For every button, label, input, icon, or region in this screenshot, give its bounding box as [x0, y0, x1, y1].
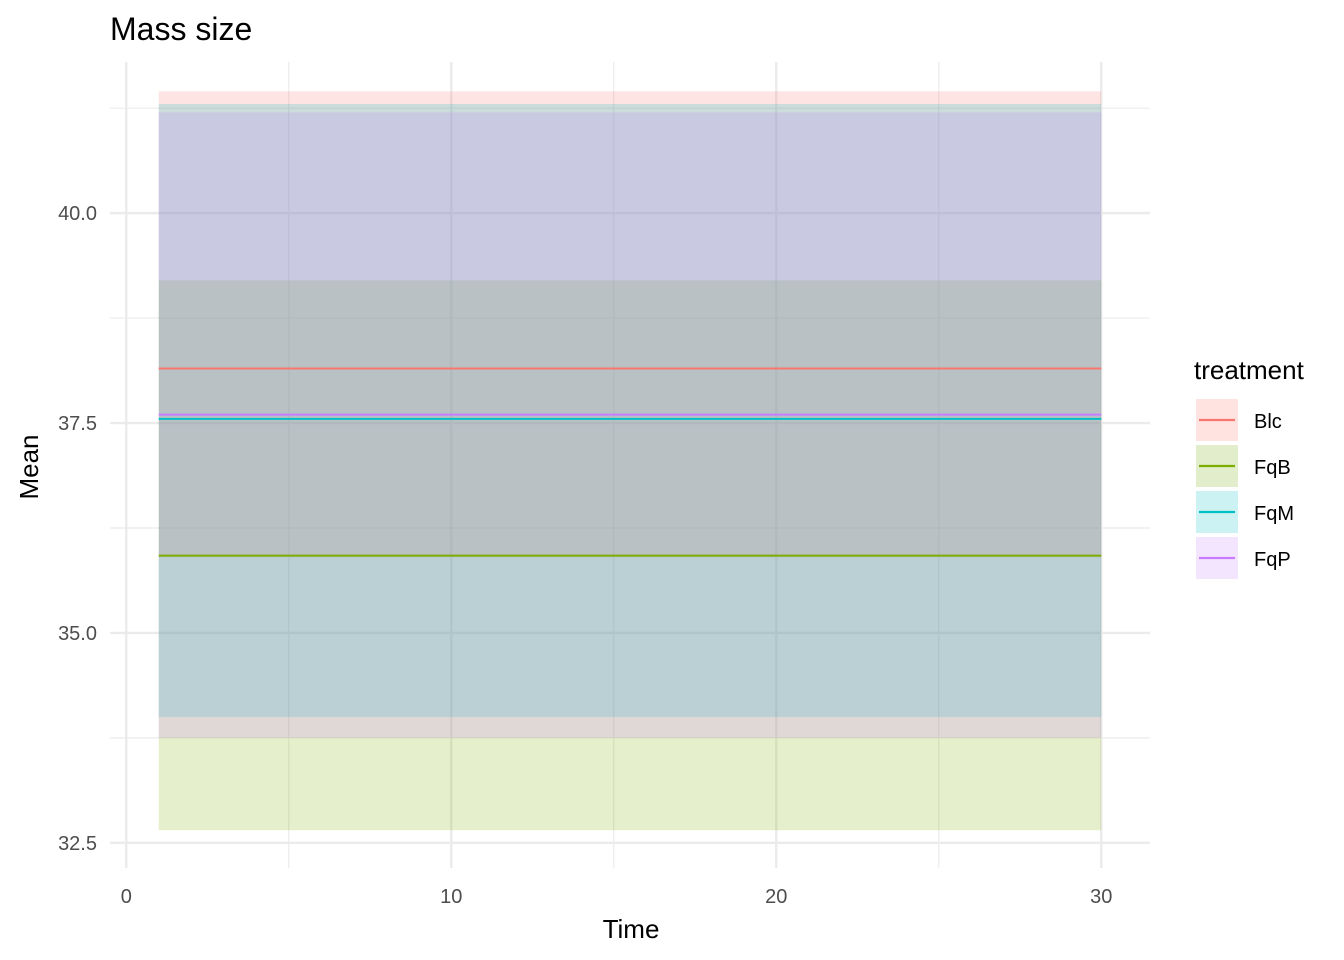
ribbon-blc	[158, 91, 1102, 558]
x-axis-ticks: 0 10 20 30	[121, 886, 1113, 908]
legend-label: FqM	[1254, 503, 1294, 525]
legend: treatment Blc FqB FqM FqP	[1194, 355, 1305, 579]
y-axis-ticks: 32.5 35.0 37.5 40.0	[58, 203, 97, 855]
ribbon-fqm	[158, 103, 1102, 717]
legend-item-fqm: FqM	[1196, 491, 1294, 533]
y-axis-title: Mean	[14, 434, 44, 499]
legend-title: treatment	[1194, 355, 1305, 385]
ribbons	[158, 91, 1102, 831]
x-tick-label: 20	[765, 886, 787, 908]
y-tick-label: 40.0	[58, 203, 97, 225]
series-lines	[158, 367, 1102, 557]
legend-items: Blc FqB FqM FqP	[1196, 399, 1294, 579]
legend-item-blc: Blc	[1196, 399, 1282, 441]
legend-label: FqB	[1254, 457, 1291, 479]
legend-item-fqp: FqP	[1196, 537, 1291, 579]
grid	[110, 62, 1150, 868]
y-tick-label: 32.5	[58, 833, 97, 855]
chart-title: Mass size	[110, 11, 252, 47]
y-tick-label: 37.5	[58, 413, 97, 435]
legend-label: Blc	[1254, 411, 1282, 433]
x-tick-label: 0	[121, 886, 132, 908]
x-tick-label: 10	[440, 886, 462, 908]
x-axis-title: Time	[603, 914, 660, 944]
ribbon-fqp	[158, 112, 1102, 738]
legend-label: FqP	[1254, 549, 1291, 571]
y-tick-label: 35.0	[58, 623, 97, 645]
x-tick-label: 30	[1090, 886, 1112, 908]
legend-item-fqb: FqB	[1196, 445, 1291, 487]
